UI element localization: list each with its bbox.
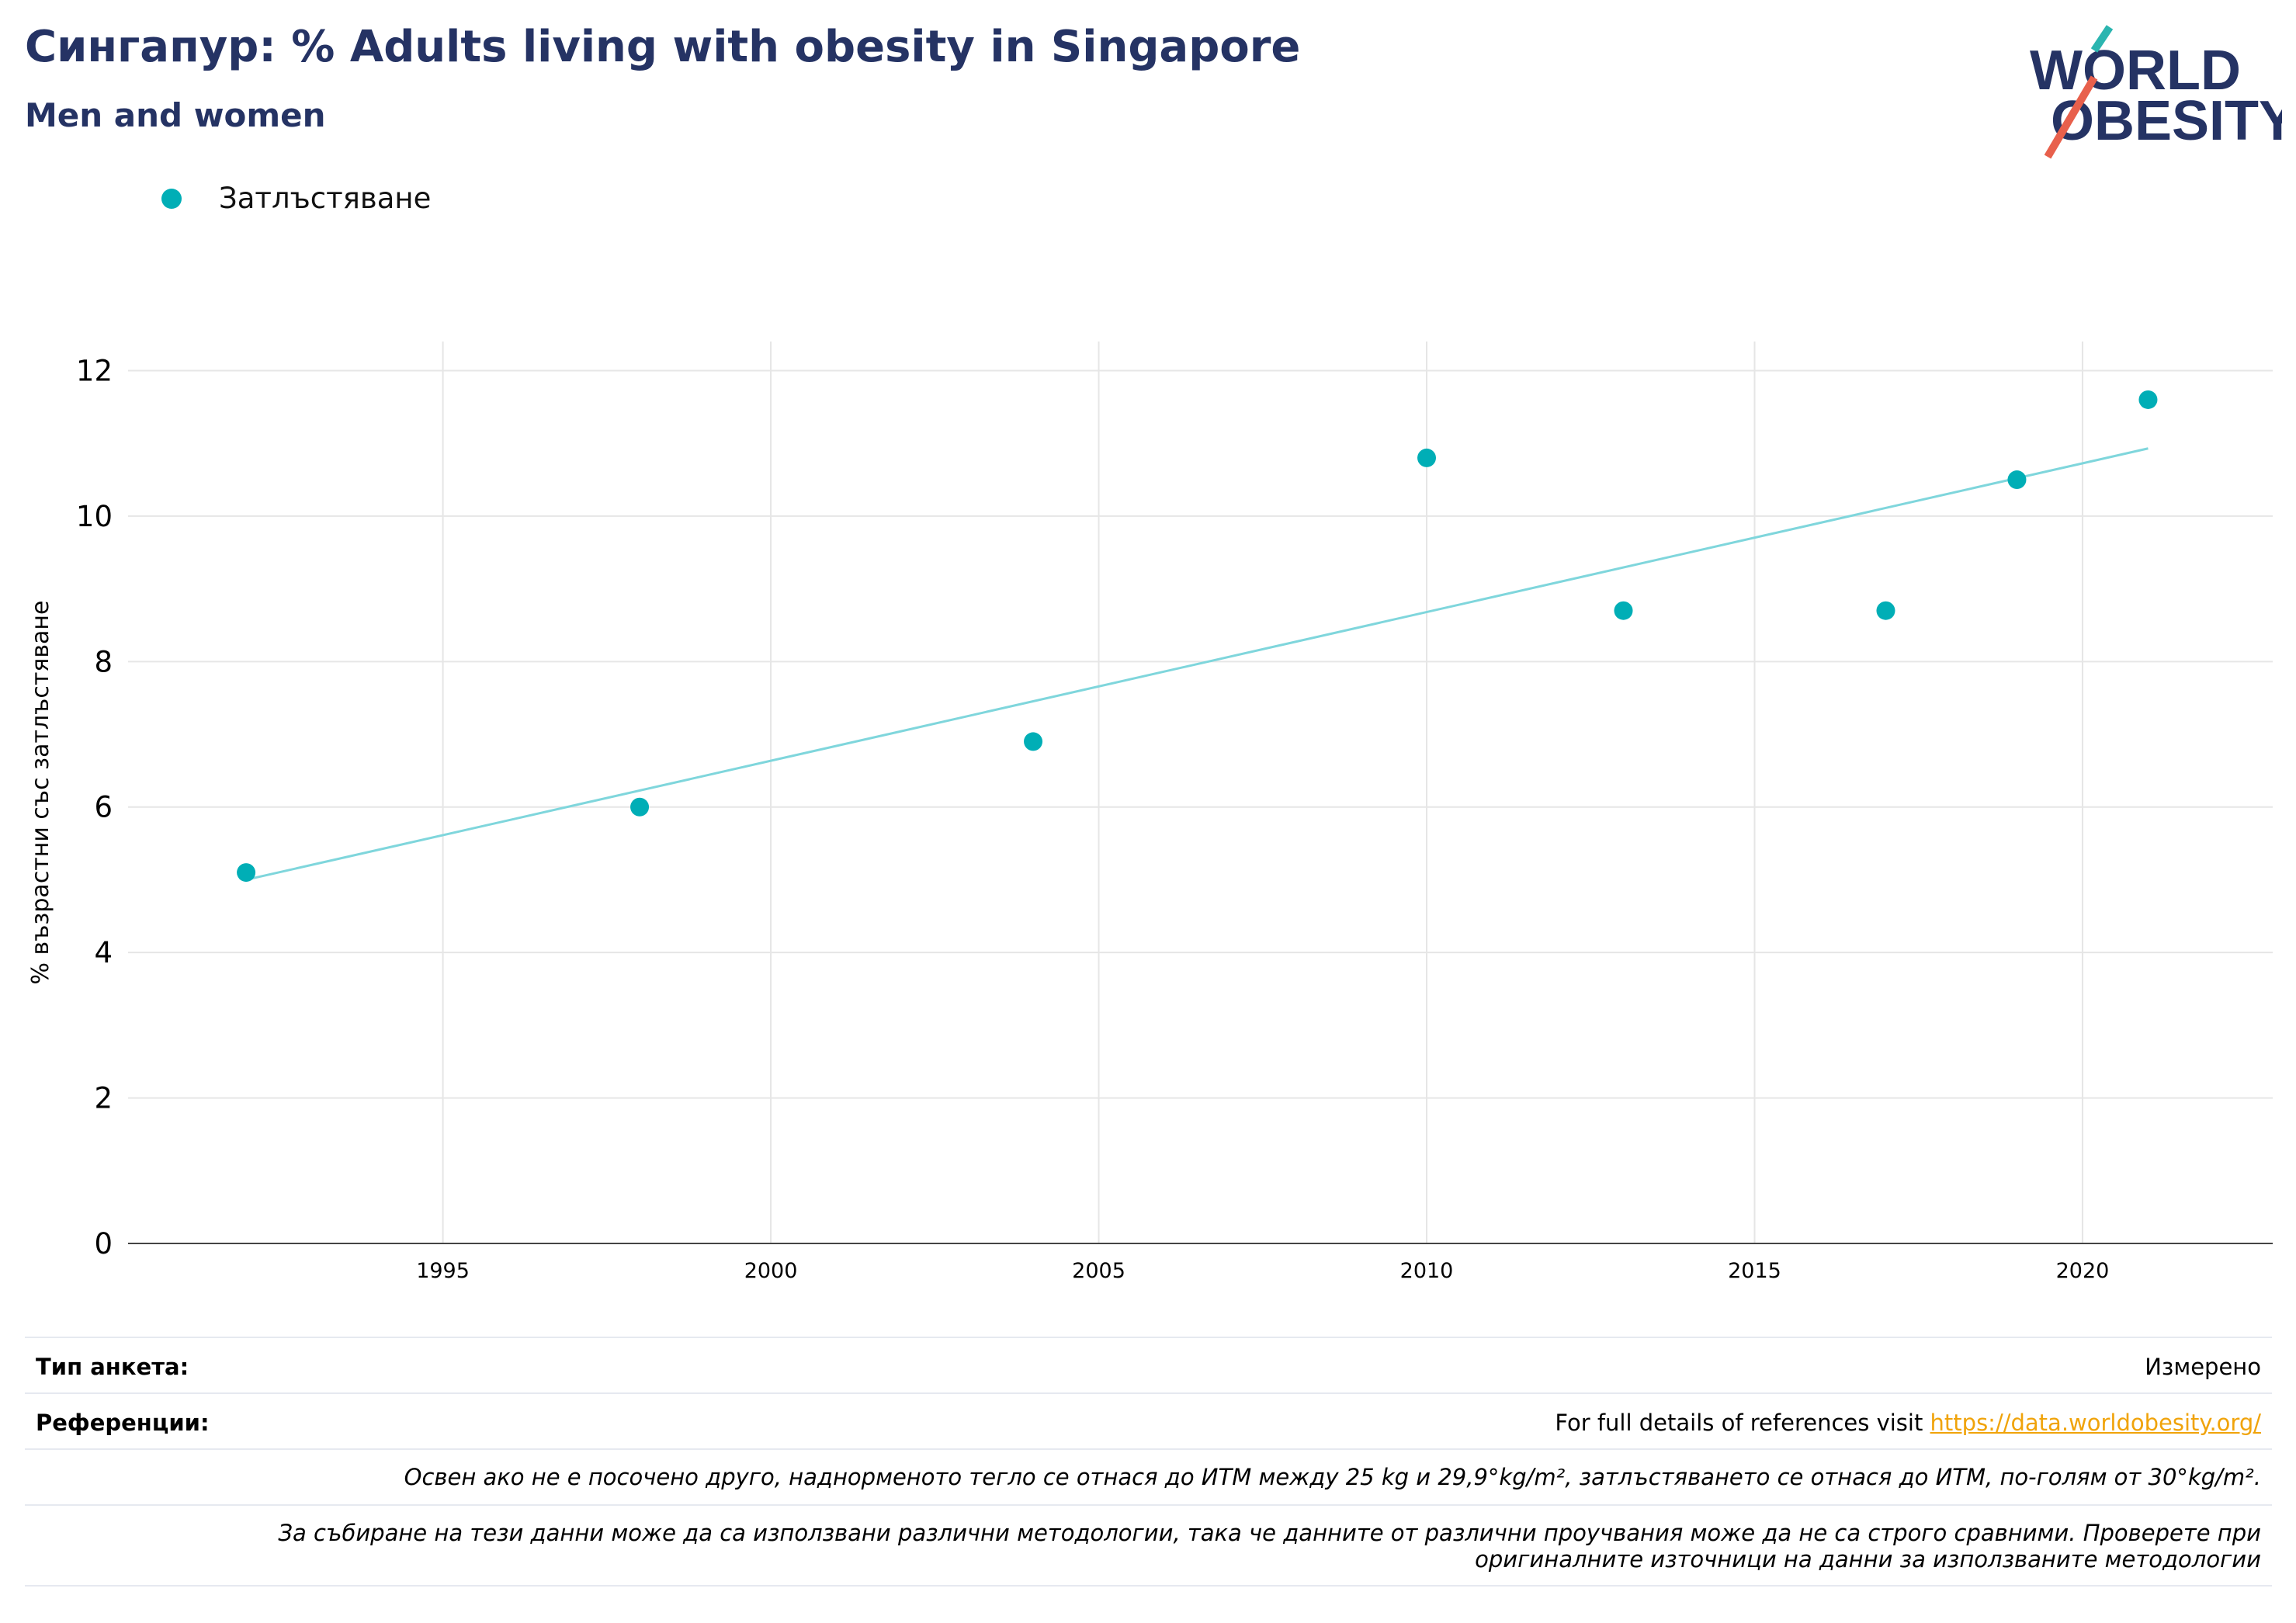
survey-type-value: Измерено: [2145, 1354, 2261, 1380]
trend-line: [245, 447, 2149, 881]
data-point[interactable]: [2138, 390, 2158, 409]
data-points: [237, 390, 2158, 883]
chart-title: Сингапур: % Adults living with obesity i…: [25, 22, 1301, 72]
data-point[interactable]: [1024, 732, 1043, 751]
references-label: Референции:: [36, 1410, 210, 1436]
footer-references-row: Референции: For full details of referenc…: [25, 1392, 2272, 1450]
scatter-chart: 0 2 4 6 8 10 12 1995 2000 2005 2010 2015 2020 % въз…: [27, 342, 2273, 1283]
legend: Затлъстяване: [161, 182, 431, 215]
y-tick-label: 8: [94, 645, 113, 678]
references-value: For full details of references visit htt…: [1555, 1410, 2261, 1436]
logo-line-obesity: OBESITY: [2051, 90, 2282, 152]
footer-survey-row: Тип анкета: Измерено: [25, 1337, 2272, 1394]
legend-label: Затлъстяване: [219, 182, 432, 215]
logo-slash-red: [2044, 75, 2098, 159]
references-link[interactable]: https://data.worldobesity.org/: [1930, 1410, 2261, 1436]
x-tick-label: 2015: [1728, 1259, 1781, 1283]
data-point[interactable]: [237, 863, 256, 883]
chart-subtitle: Men and women: [25, 96, 326, 134]
footer-methodology-row: За събиране на тези данни може да са изп…: [25, 1504, 2272, 1587]
data-point[interactable]: [630, 797, 650, 817]
y-tick-label: 2: [94, 1082, 113, 1115]
y-tick-label: 0: [94, 1227, 113, 1261]
bmi-definition-note: Освен ако не е посочено друго, наднормен…: [404, 1464, 2261, 1490]
methodology-note-line1: За събиране на тези данни може да са изп…: [278, 1520, 2261, 1546]
x-tick-label: 2000: [744, 1259, 798, 1283]
y-tick-labels: 0 2 4 6 8 10 12: [76, 354, 113, 1261]
methodology-note-line2: оригиналните източници на данни за изпол…: [1475, 1546, 2261, 1573]
references-text: For full details of references visit: [1555, 1410, 1930, 1436]
data-point[interactable]: [1876, 601, 1895, 620]
x-tick-labels: 1995 2000 2005 2010 2015 2020: [416, 1259, 2109, 1283]
y-tick-label: 12: [76, 354, 113, 387]
x-tick-label: 2010: [1400, 1259, 1454, 1283]
y-tick-label: 10: [76, 500, 113, 533]
y-axis-label: % възрастни със затлъстяване: [27, 601, 54, 985]
y-tick-label: 4: [94, 936, 113, 969]
y-tick-label: 6: [94, 791, 113, 824]
legend-marker: [161, 188, 182, 209]
x-tick-label: 2020: [2056, 1259, 2110, 1283]
methodology-note: За събиране на тези данни може да са изп…: [278, 1520, 2261, 1573]
footer-note-row: Освен ако не е посочено друго, наднормен…: [25, 1448, 2272, 1506]
logo-line-world: WORLD: [2030, 40, 2241, 102]
logo-slash-teal: [2090, 25, 2114, 53]
world-obesity-logo: WORLD OBESITY: [2030, 25, 2282, 159]
data-point[interactable]: [2007, 470, 2027, 490]
grid: [128, 342, 2273, 1243]
data-point[interactable]: [1417, 448, 1437, 467]
x-tick-label: 1995: [416, 1259, 470, 1283]
survey-type-label: Тип анкета:: [36, 1354, 189, 1380]
x-tick-label: 2005: [1072, 1259, 1125, 1283]
data-point[interactable]: [1614, 601, 1633, 620]
